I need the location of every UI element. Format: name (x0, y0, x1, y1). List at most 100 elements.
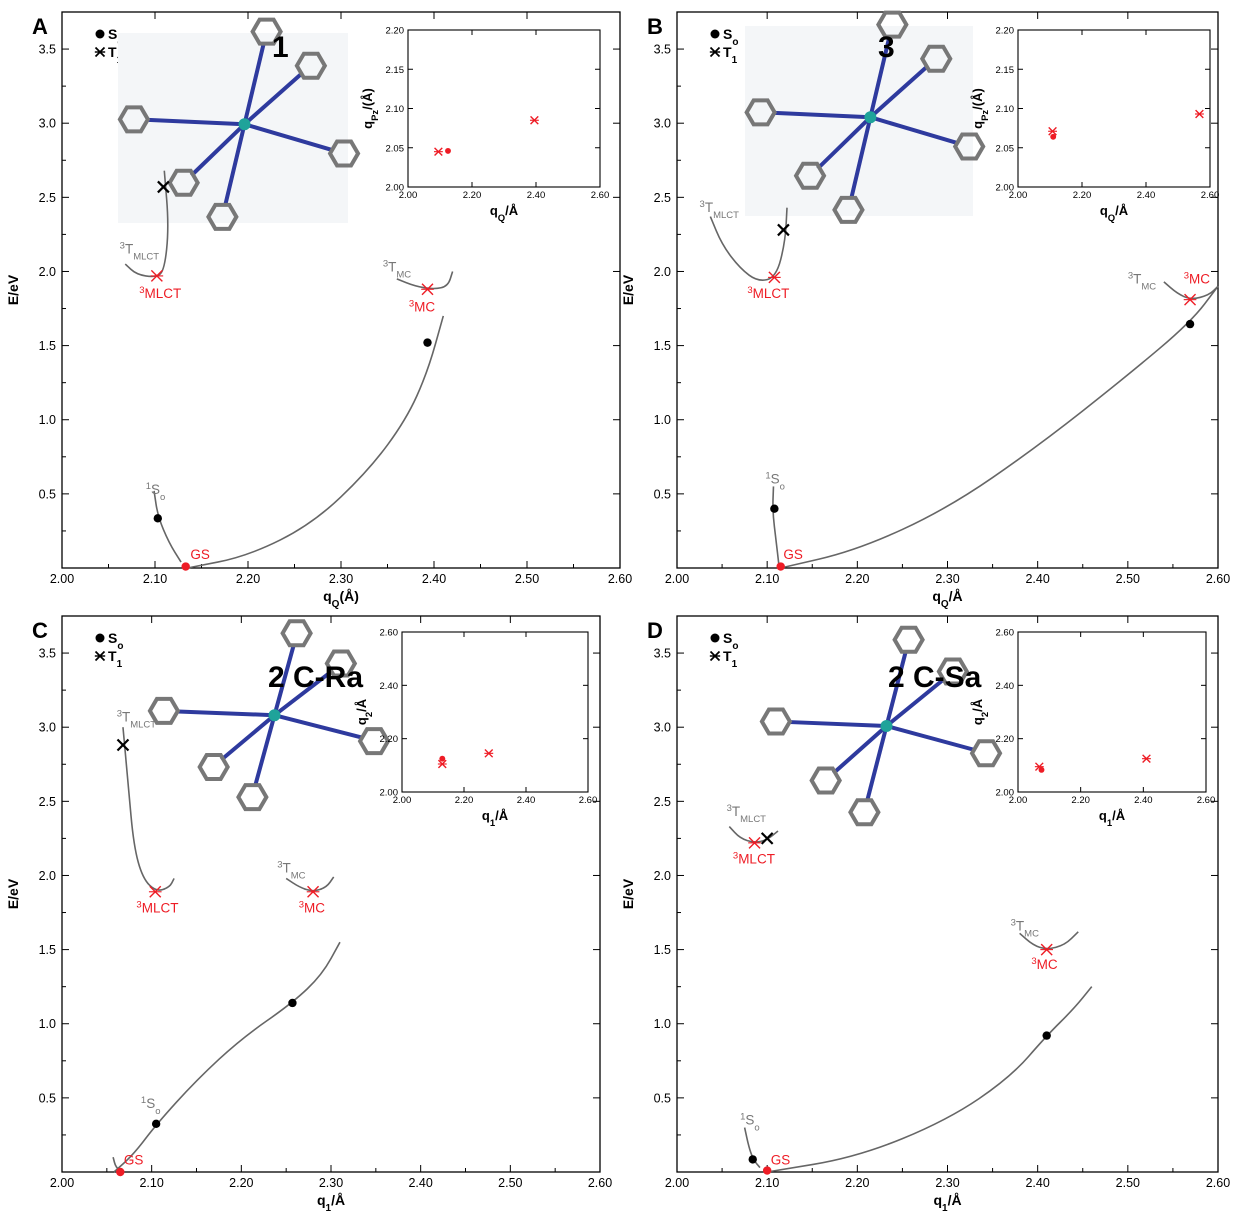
x-axis-label-suffix: /Å (949, 588, 963, 604)
inset-y-axis-label-sub: 2 (364, 712, 375, 717)
x-axis-label-main: q (933, 1192, 942, 1208)
molecule-ring (848, 798, 881, 827)
state-label-sup: 3 (747, 285, 752, 296)
state-label: 3MLCT (747, 285, 789, 302)
x-tick-label: 2.50 (1116, 572, 1140, 586)
molecule-ring (327, 139, 361, 168)
state-label-sub: MC (1024, 928, 1039, 939)
molecule-background (118, 33, 348, 223)
data-point-x-stroke-b (116, 738, 130, 752)
inset-x-axis-label-suffix: /Å (505, 203, 519, 218)
molecule-bond (849, 116, 873, 199)
x-axis-label-sub: Q (941, 599, 949, 610)
curve-3TMC (1163, 281, 1219, 300)
inset-y-axis-label: qPz/(Å) (360, 88, 381, 129)
data-point-dot (153, 514, 162, 523)
x-axis-label-suffix: (Å) (339, 588, 358, 604)
inset-x-axis-label-main: q (490, 203, 498, 218)
molecule-bond (274, 713, 362, 740)
inset-y-axis-label-suffix: /Å (354, 698, 369, 712)
y-tick-label: 0.5 (654, 1091, 671, 1105)
y-tick-label: 3.5 (39, 43, 56, 57)
x-tick-label: 2.00 (50, 1176, 74, 1190)
inset-y-tick-label: 2.00 (996, 183, 1015, 194)
molecule-bond (223, 123, 247, 206)
x-axis-label-sub: 1 (942, 1203, 948, 1211)
y-tick-label: 3.5 (654, 43, 671, 57)
inset-y-tick-label: 2.20 (996, 26, 1015, 37)
x-tick-label: 2.20 (845, 1176, 869, 1190)
molecule-bond (832, 724, 888, 775)
inset-y-tick-label: 2.20 (386, 26, 405, 37)
inset-y-tick-label: 2.20 (996, 734, 1015, 745)
y-tick-label: 2.5 (39, 795, 56, 809)
legend-t1-sub: 1 (732, 659, 738, 670)
molecule-label: 2 C-Ra (268, 661, 363, 694)
inset-frame (407, 29, 601, 188)
panel-letter: B (647, 14, 663, 39)
inset-x-axis-label-sub: Q (498, 213, 505, 224)
data-point-x-stroke-b (760, 832, 774, 845)
inset-x-axis-label-suffix: /Å (1115, 203, 1129, 218)
inset-x-axis-label-sub: 1 (490, 818, 496, 829)
legend-t1-label: T1 (723, 44, 738, 66)
inset-x-tick-label: 2.00 (393, 795, 412, 806)
molecule-bond (253, 714, 277, 787)
inset-y-tick-label: 2.40 (996, 681, 1015, 692)
y-tick-label: 1.0 (654, 413, 671, 427)
panel-letter: A (32, 14, 48, 39)
x-tick-label: 2.60 (1206, 1176, 1230, 1190)
curve-ground (767, 986, 1093, 1173)
y-tick-label: 1.0 (654, 1017, 671, 1031)
state-label-sup: 3 (733, 850, 738, 861)
inset-point-star (437, 759, 447, 769)
state-label: 3MC (1184, 270, 1211, 287)
molecule-bond (869, 64, 930, 119)
state-label-main: MLCT (738, 852, 775, 867)
data-point-dot (1185, 319, 1195, 329)
inset-x-tick-label: 2.20 (1073, 190, 1092, 201)
inset-x-axis-label-sub: Q (1108, 213, 1115, 224)
state-label-main: S (146, 1096, 155, 1111)
legend-t1-main: T (108, 648, 117, 664)
inset-y-tick-label: 2.60 (380, 628, 399, 639)
data-point-star (306, 885, 320, 898)
molecule-bond (885, 677, 946, 728)
state-label-main: MLCT (144, 286, 181, 301)
curve-1So (772, 486, 780, 566)
legend-s0-sub: o (732, 37, 738, 48)
state-label: 3TMLCT (120, 240, 160, 262)
molecule-image (117, 17, 361, 231)
molecule-ring (294, 51, 328, 80)
legend-t1-main: T (108, 44, 117, 60)
molecule-ring (117, 105, 151, 134)
panel-letter: D (647, 618, 663, 643)
molecule-background (745, 26, 973, 216)
legend-s0-marker (95, 633, 105, 643)
molecule-bond (243, 71, 304, 126)
state-label-sup: 3 (1184, 270, 1189, 281)
state-label-main: T (122, 709, 130, 724)
state-label-sup: 3 (1031, 955, 1036, 966)
panel-b: B 2.00 2.10 2.20 2.30 2.40 2.50 2.60 0.5 1.0 1.5 2.… (620, 10, 1230, 610)
inset-x-tick-label: 2.20 (455, 795, 474, 806)
data-point-x (777, 223, 790, 237)
inset-y-axis-label-suffix: /(Å) (360, 88, 375, 110)
inset-x-tick-label: 2.60 (1197, 795, 1216, 806)
state-label-sub: o (754, 1122, 759, 1133)
state-label: 3MLCT (136, 899, 178, 916)
state-label-sup: 3 (727, 803, 732, 814)
inset-point-dot (1050, 133, 1057, 140)
x-tick-label: 2.00 (50, 572, 74, 586)
y-tick-label: 3.5 (654, 647, 671, 661)
state-label-main: T (1016, 918, 1024, 933)
data-point-dot (151, 1119, 161, 1129)
inset-y-axis-label-suffix: /(Å) (970, 88, 985, 110)
inset-x-tick-label: 2.40 (1134, 795, 1153, 806)
inset-frame (401, 631, 589, 793)
legend-s0-main: S (723, 26, 732, 42)
state-label: 3TMC (277, 859, 305, 881)
state-label-sup: 3 (700, 199, 705, 210)
inset-x-axis-label: qQ/Å (490, 203, 519, 224)
